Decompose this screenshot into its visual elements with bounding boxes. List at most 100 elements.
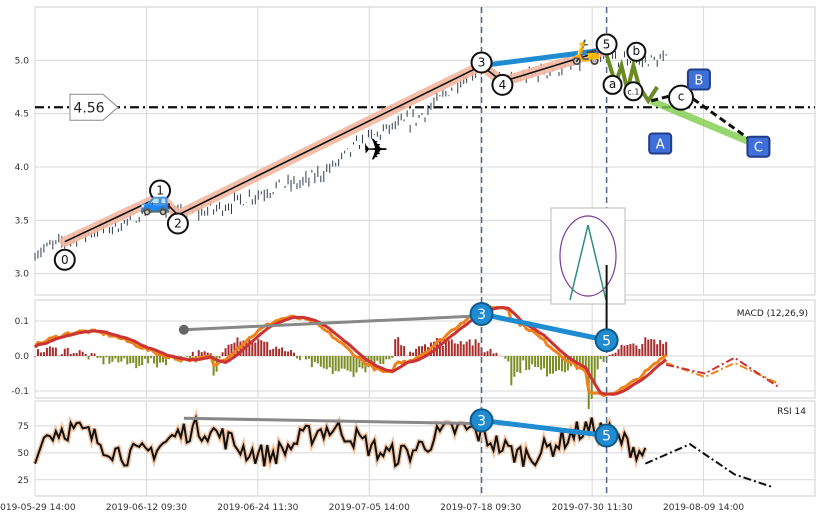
macd-blue-trend [481,311,608,343]
rsi-wave-circle [594,423,619,448]
macd-hist-bar [114,356,117,359]
macd-hist-bar [34,356,36,357]
macd-hist-bar [578,356,581,367]
macd-hist-bar [313,356,316,363]
macd-hist-bar [504,356,507,359]
macd-hist-bar [376,356,379,361]
macd-hist-bar [39,352,42,356]
macd-hist-bar [331,356,334,374]
macd-wave-circle [469,302,494,326]
macd-hist-bar [522,356,525,361]
wave-box [648,132,673,155]
macd-wave-label: 3 [477,307,486,323]
macd-hist-bar [248,337,251,356]
wave-box-label: A [656,138,665,153]
macd-hist-bar [144,356,147,359]
macd-hist-bar [394,339,397,356]
rsi-wave-label: 3 [477,413,486,429]
macd-hist-bar [278,348,281,356]
macd-hist-bar [90,353,93,356]
macd-hist-bar [105,356,108,358]
macd-hist-bar [638,348,641,356]
macd-hist-bar [465,341,468,356]
macd-hist-bar [206,352,209,356]
macd-hist-bar [596,356,599,370]
macd-hist-bar [525,356,528,371]
macd-hist-bar [75,353,78,356]
macd-hist-bar [528,356,531,370]
macd-hist-bar [352,356,355,377]
macd-hist-bar [486,351,489,356]
macd-hist-bar [450,339,453,356]
macd-hist-bar [230,344,233,356]
ferris-frame [550,207,626,305]
y-tick-label: 3.0 [15,270,30,280]
price-panel-frame [34,6,816,296]
projection-label: c [678,90,685,104]
macd-hist-bar [489,348,492,356]
macd-hist-bar [519,356,522,374]
macd-hist-bar [257,339,260,356]
macd-hist-bar [554,356,557,372]
wave-marker [491,73,514,96]
rsi-wave-label: 5 [602,429,611,445]
wave-marker [602,74,623,95]
macd-hist-bar [200,352,203,356]
macd-hist-bar [617,349,620,356]
y-tick-label: 50 [18,449,30,459]
macd-hist-bar [602,356,605,362]
macd-hist-bar [275,346,278,356]
macd-hist-bar [549,356,552,374]
macd-hist-bar [224,348,227,356]
wave-marker [623,81,644,102]
macd-hist-bar [584,356,587,369]
macd-divergence-dot [178,324,189,335]
macd-hist-bar [66,347,69,356]
macd-hist-bar [400,345,403,356]
macd-hist-bar [188,356,191,359]
macd-hist-bar [626,344,629,356]
macd-hist-bar [623,345,626,356]
macd-hist-bar [653,339,656,356]
macd-hist-bar [662,343,665,356]
wave-marker [668,84,695,111]
macd-hist-bar [72,353,75,356]
macd-legend: MACD (12,26,9) [737,309,808,319]
macd-wave-label: 5 [602,333,611,349]
projection-green-band [649,97,760,149]
macd-hist-bar [36,349,39,356]
macd-hist-bar [197,350,200,356]
level-tag [69,93,119,121]
macd-hist-bar [304,356,307,360]
macd-hist-bar [665,341,668,356]
macd-hist-bar [84,353,87,356]
macd-hist-bar [641,343,644,356]
wave-box [686,68,711,91]
macd-hist-bar [147,356,150,364]
macd-hist-bar [310,356,313,368]
macd-hist-bar [328,356,331,368]
macd-hist-bar [507,356,510,362]
macd-hist-bar [48,346,51,356]
signal-projection [665,356,780,389]
macd-hist-bar [495,352,498,356]
macd-hist-bar [468,339,471,356]
wave-marker [626,41,647,62]
macd-hist-bar [611,353,614,356]
macd-hist-bar [164,356,167,366]
wave-label: 0 [61,253,69,267]
macd-hist-bar [608,354,611,356]
macd-hist-bar [340,356,343,369]
macd-divergence-line [183,314,482,332]
macd-hist-bar [459,341,462,356]
x-tick-label: 2019-07-05 14:00 [329,503,410,513]
macd-hist-bar [629,343,632,356]
wave-label: 2 [174,217,182,231]
macd-hist-bar [117,356,120,363]
macd-hist-bar [316,356,319,364]
macd-hist-bar [251,341,254,356]
wave-label: 5 [603,37,611,51]
signal-line [34,306,668,396]
wave-marker [166,212,189,235]
ferris-leg [569,224,589,301]
